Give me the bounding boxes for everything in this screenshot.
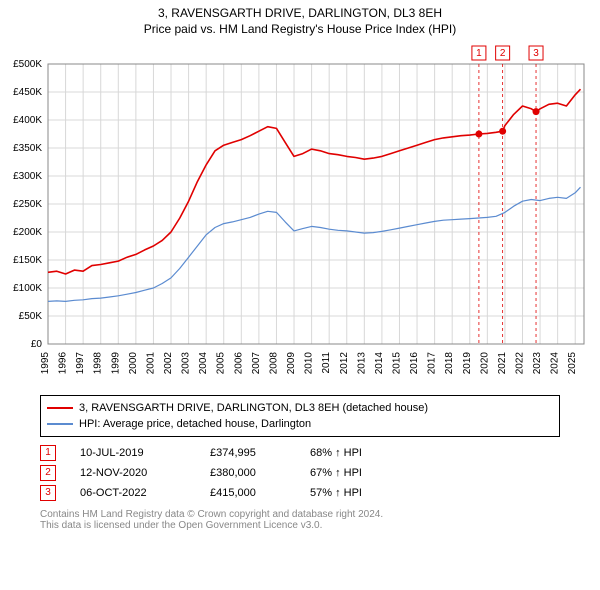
legend-label: HPI: Average price, detached house, Darl… (79, 418, 311, 430)
line-chart-svg: £0£50K£100K£150K£200K£250K£300K£350K£400… (44, 40, 588, 380)
svg-text:2023: 2023 (532, 352, 543, 375)
sale-pct: 67% ↑ HPI (310, 467, 410, 479)
sales-table: 1 10-JUL-2019 £374,995 68% ↑ HPI 2 12-NO… (40, 443, 560, 503)
svg-text:2006: 2006 (233, 352, 244, 375)
svg-text:£100K: £100K (13, 283, 42, 294)
svg-text:2019: 2019 (462, 352, 473, 375)
svg-text:2001: 2001 (145, 352, 156, 375)
svg-text:£250K: £250K (13, 199, 42, 210)
chart-title: 3, RAVENSGARTH DRIVE, DARLINGTON, DL3 8E… (0, 0, 600, 20)
sale-pct: 57% ↑ HPI (310, 487, 410, 499)
svg-text:2024: 2024 (550, 352, 561, 375)
svg-text:2005: 2005 (216, 352, 227, 375)
sale-row: 1 10-JUL-2019 £374,995 68% ↑ HPI (40, 443, 560, 463)
sale-row: 2 12-NOV-2020 £380,000 67% ↑ HPI (40, 463, 560, 483)
chart-subtitle: Price paid vs. HM Land Registry's House … (0, 20, 600, 40)
svg-text:£300K: £300K (13, 171, 42, 182)
svg-text:£500K: £500K (13, 59, 42, 70)
svg-text:2014: 2014 (374, 352, 385, 375)
svg-text:2: 2 (500, 48, 506, 59)
svg-text:2000: 2000 (128, 352, 139, 375)
svg-text:2004: 2004 (198, 352, 209, 375)
svg-text:2002: 2002 (163, 352, 174, 375)
svg-text:£150K: £150K (13, 255, 42, 266)
sale-price: £374,995 (210, 447, 310, 459)
sale-row: 3 06-OCT-2022 £415,000 57% ↑ HPI (40, 483, 560, 503)
svg-text:1997: 1997 (75, 352, 86, 375)
svg-text:1998: 1998 (93, 352, 104, 375)
legend-item: HPI: Average price, detached house, Darl… (47, 416, 553, 432)
svg-text:£0: £0 (31, 339, 43, 350)
svg-text:2015: 2015 (391, 352, 402, 375)
svg-text:2010: 2010 (304, 352, 315, 375)
svg-text:2009: 2009 (286, 352, 297, 375)
svg-text:2003: 2003 (181, 352, 192, 375)
legend: 3, RAVENSGARTH DRIVE, DARLINGTON, DL3 8E… (40, 395, 560, 437)
svg-text:2007: 2007 (251, 352, 262, 375)
sale-pct: 68% ↑ HPI (310, 447, 410, 459)
legend-swatch (47, 407, 73, 409)
svg-text:£450K: £450K (13, 87, 42, 98)
svg-text:2008: 2008 (268, 352, 279, 375)
sale-date: 10-JUL-2019 (80, 447, 210, 459)
svg-text:2017: 2017 (427, 352, 438, 375)
legend-label: 3, RAVENSGARTH DRIVE, DARLINGTON, DL3 8E… (79, 402, 428, 414)
chart-area: £0£50K£100K£150K£200K£250K£300K£350K£400… (44, 40, 588, 385)
svg-text:2022: 2022 (514, 352, 525, 375)
svg-text:2011: 2011 (321, 352, 332, 374)
svg-text:2018: 2018 (444, 352, 455, 375)
svg-text:£350K: £350K (13, 143, 42, 154)
svg-text:£50K: £50K (19, 311, 43, 322)
sale-marker-icon: 3 (40, 485, 56, 501)
sale-date: 06-OCT-2022 (80, 487, 210, 499)
svg-text:2021: 2021 (497, 352, 508, 375)
footer-line: Contains HM Land Registry data © Crown c… (40, 509, 560, 520)
legend-swatch (47, 423, 73, 425)
svg-text:2013: 2013 (356, 352, 367, 375)
svg-text:2016: 2016 (409, 352, 420, 375)
sale-marker-icon: 2 (40, 465, 56, 481)
legend-item: 3, RAVENSGARTH DRIVE, DARLINGTON, DL3 8E… (47, 400, 553, 416)
footer-attribution: Contains HM Land Registry data © Crown c… (40, 509, 560, 531)
svg-text:1996: 1996 (58, 352, 69, 375)
svg-text:1: 1 (476, 48, 482, 59)
sale-marker-icon: 1 (40, 445, 56, 461)
svg-text:1995: 1995 (40, 352, 51, 375)
svg-text:2012: 2012 (339, 352, 350, 375)
svg-text:1999: 1999 (110, 352, 121, 375)
svg-text:£400K: £400K (13, 115, 42, 126)
sale-price: £415,000 (210, 487, 310, 499)
sale-price: £380,000 (210, 467, 310, 479)
svg-text:2020: 2020 (479, 352, 490, 375)
sale-date: 12-NOV-2020 (80, 467, 210, 479)
svg-text:2025: 2025 (567, 352, 578, 375)
footer-line: This data is licensed under the Open Gov… (40, 520, 560, 531)
chart-container: 3, RAVENSGARTH DRIVE, DARLINGTON, DL3 8E… (0, 0, 600, 590)
svg-text:3: 3 (533, 48, 539, 59)
svg-text:£200K: £200K (13, 227, 42, 238)
